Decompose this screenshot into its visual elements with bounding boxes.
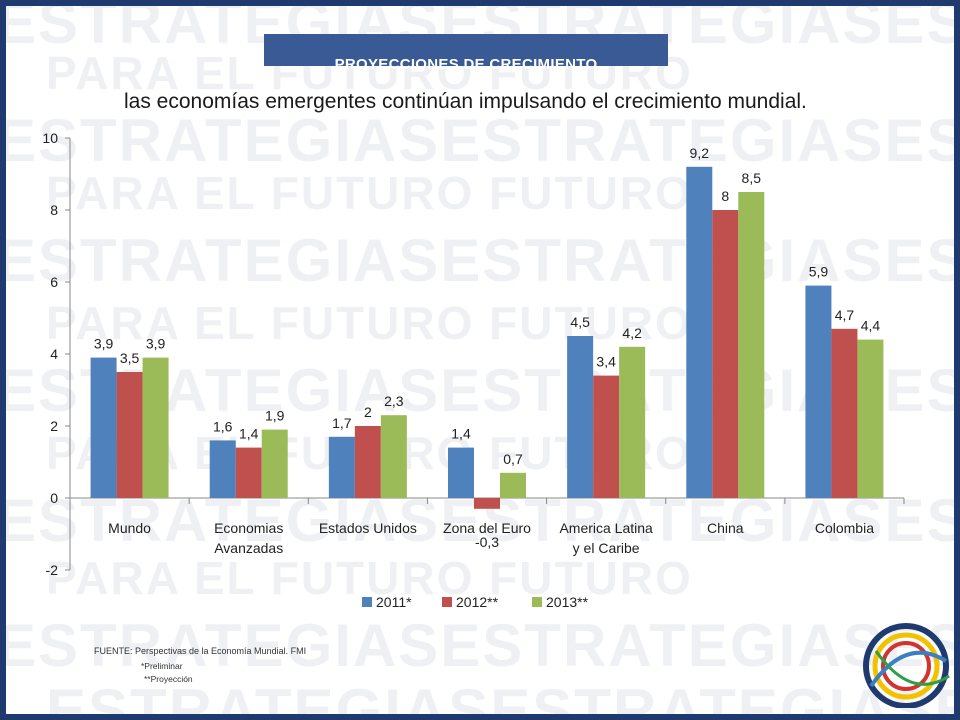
bar-2011-5 <box>686 166 713 499</box>
bar-2013-2 <box>380 415 407 498</box>
y-tick-label: 2 <box>50 418 58 434</box>
foundation-logo-icon <box>863 623 950 708</box>
y-tick-label: 0 <box>50 490 58 506</box>
y-tick-label: 10 <box>42 130 58 146</box>
data-label: 8,5 <box>742 170 762 186</box>
slide-subtitle: las economías emergentes continúan impul… <box>124 90 807 113</box>
category-label: Colombia <box>815 520 874 536</box>
bar-2011-0 <box>90 357 117 498</box>
category-label: y el Caribe <box>573 540 640 556</box>
bar-2012-3 <box>474 498 500 509</box>
legend-label: 2011* <box>376 594 412 610</box>
bar-2012-1 <box>235 447 262 498</box>
bar-2013-1 <box>261 429 288 498</box>
data-label: 9,2 <box>690 145 710 161</box>
data-label: 2 <box>364 404 372 420</box>
footnote-preliminar: *Preliminar <box>141 661 183 671</box>
data-label: 1,6 <box>213 418 233 434</box>
bar-2012-6 <box>831 328 858 498</box>
y-tick-label: 8 <box>50 202 58 218</box>
data-label: 0,7 <box>503 451 523 467</box>
data-label: 1,9 <box>265 408 285 424</box>
bar-2011-4 <box>567 336 594 498</box>
data-label: 2,3 <box>384 393 404 409</box>
legend-label: 2013** <box>546 594 589 610</box>
bar-2013-5 <box>738 192 765 498</box>
legend-swatch <box>362 597 372 607</box>
bar-2012-0 <box>116 372 143 498</box>
bar-2011-6 <box>805 285 832 498</box>
category-label: Economias <box>214 520 283 536</box>
category-label: Avanzadas <box>214 540 283 556</box>
data-label: 1,4 <box>239 426 259 442</box>
category-label: Mundo <box>108 520 151 536</box>
category-label: America Latina <box>559 520 653 536</box>
data-label: 4,2 <box>622 325 642 341</box>
category-label: China <box>707 520 744 536</box>
source-note: FUENTE: Perspectivas de la Economía Mund… <box>94 646 307 656</box>
data-label: 4,7 <box>835 307 855 323</box>
data-label: 3,5 <box>120 350 140 366</box>
bar-2013-0 <box>142 357 169 498</box>
data-label: -0,3 <box>475 534 499 550</box>
bar-2011-2 <box>328 436 355 498</box>
bar-2012-4 <box>593 375 620 498</box>
data-label: 1,7 <box>332 415 352 431</box>
title-banner: PROYECCIONES DE CRECIMIENTO <box>264 34 668 73</box>
bar-2012-2 <box>354 426 381 498</box>
data-label: 1,4 <box>451 426 471 442</box>
bar-2012-5 <box>712 210 739 498</box>
data-label: 4,4 <box>861 318 881 334</box>
y-tick-label: -2 <box>46 562 59 578</box>
data-label: 3,4 <box>596 354 616 370</box>
y-tick-label: 4 <box>50 346 58 362</box>
data-label: 3,9 <box>146 336 166 352</box>
footnote-proyeccion: **Proyección <box>144 674 193 684</box>
legend-swatch <box>532 597 542 607</box>
slide-title: PROYECCIONES DE CRECIMIENTO <box>334 56 598 73</box>
bar-2013-3 <box>500 472 526 498</box>
bar-2011-1 <box>209 440 236 498</box>
data-label: 4,5 <box>570 314 590 330</box>
legend-swatch <box>442 597 452 607</box>
bar-2013-4 <box>619 346 646 498</box>
data-label: 3,9 <box>94 336 114 352</box>
bar-chart: -2 0 2 4 6 8 10 3,9 1,6 1,7 1,4 4,5 9,2 5,9 3,5 1,4 2 -0,… <box>42 130 905 610</box>
data-label: 8 <box>721 188 729 204</box>
bar-2013-6 <box>857 339 884 498</box>
category-label: Estados Unidos <box>319 520 417 536</box>
bar-2011-3 <box>448 447 474 498</box>
y-tick-label: 6 <box>50 274 58 290</box>
legend-label: 2012** <box>456 594 499 610</box>
data-label: 5,9 <box>809 264 829 280</box>
category-label: Zona del Euro <box>443 520 531 536</box>
